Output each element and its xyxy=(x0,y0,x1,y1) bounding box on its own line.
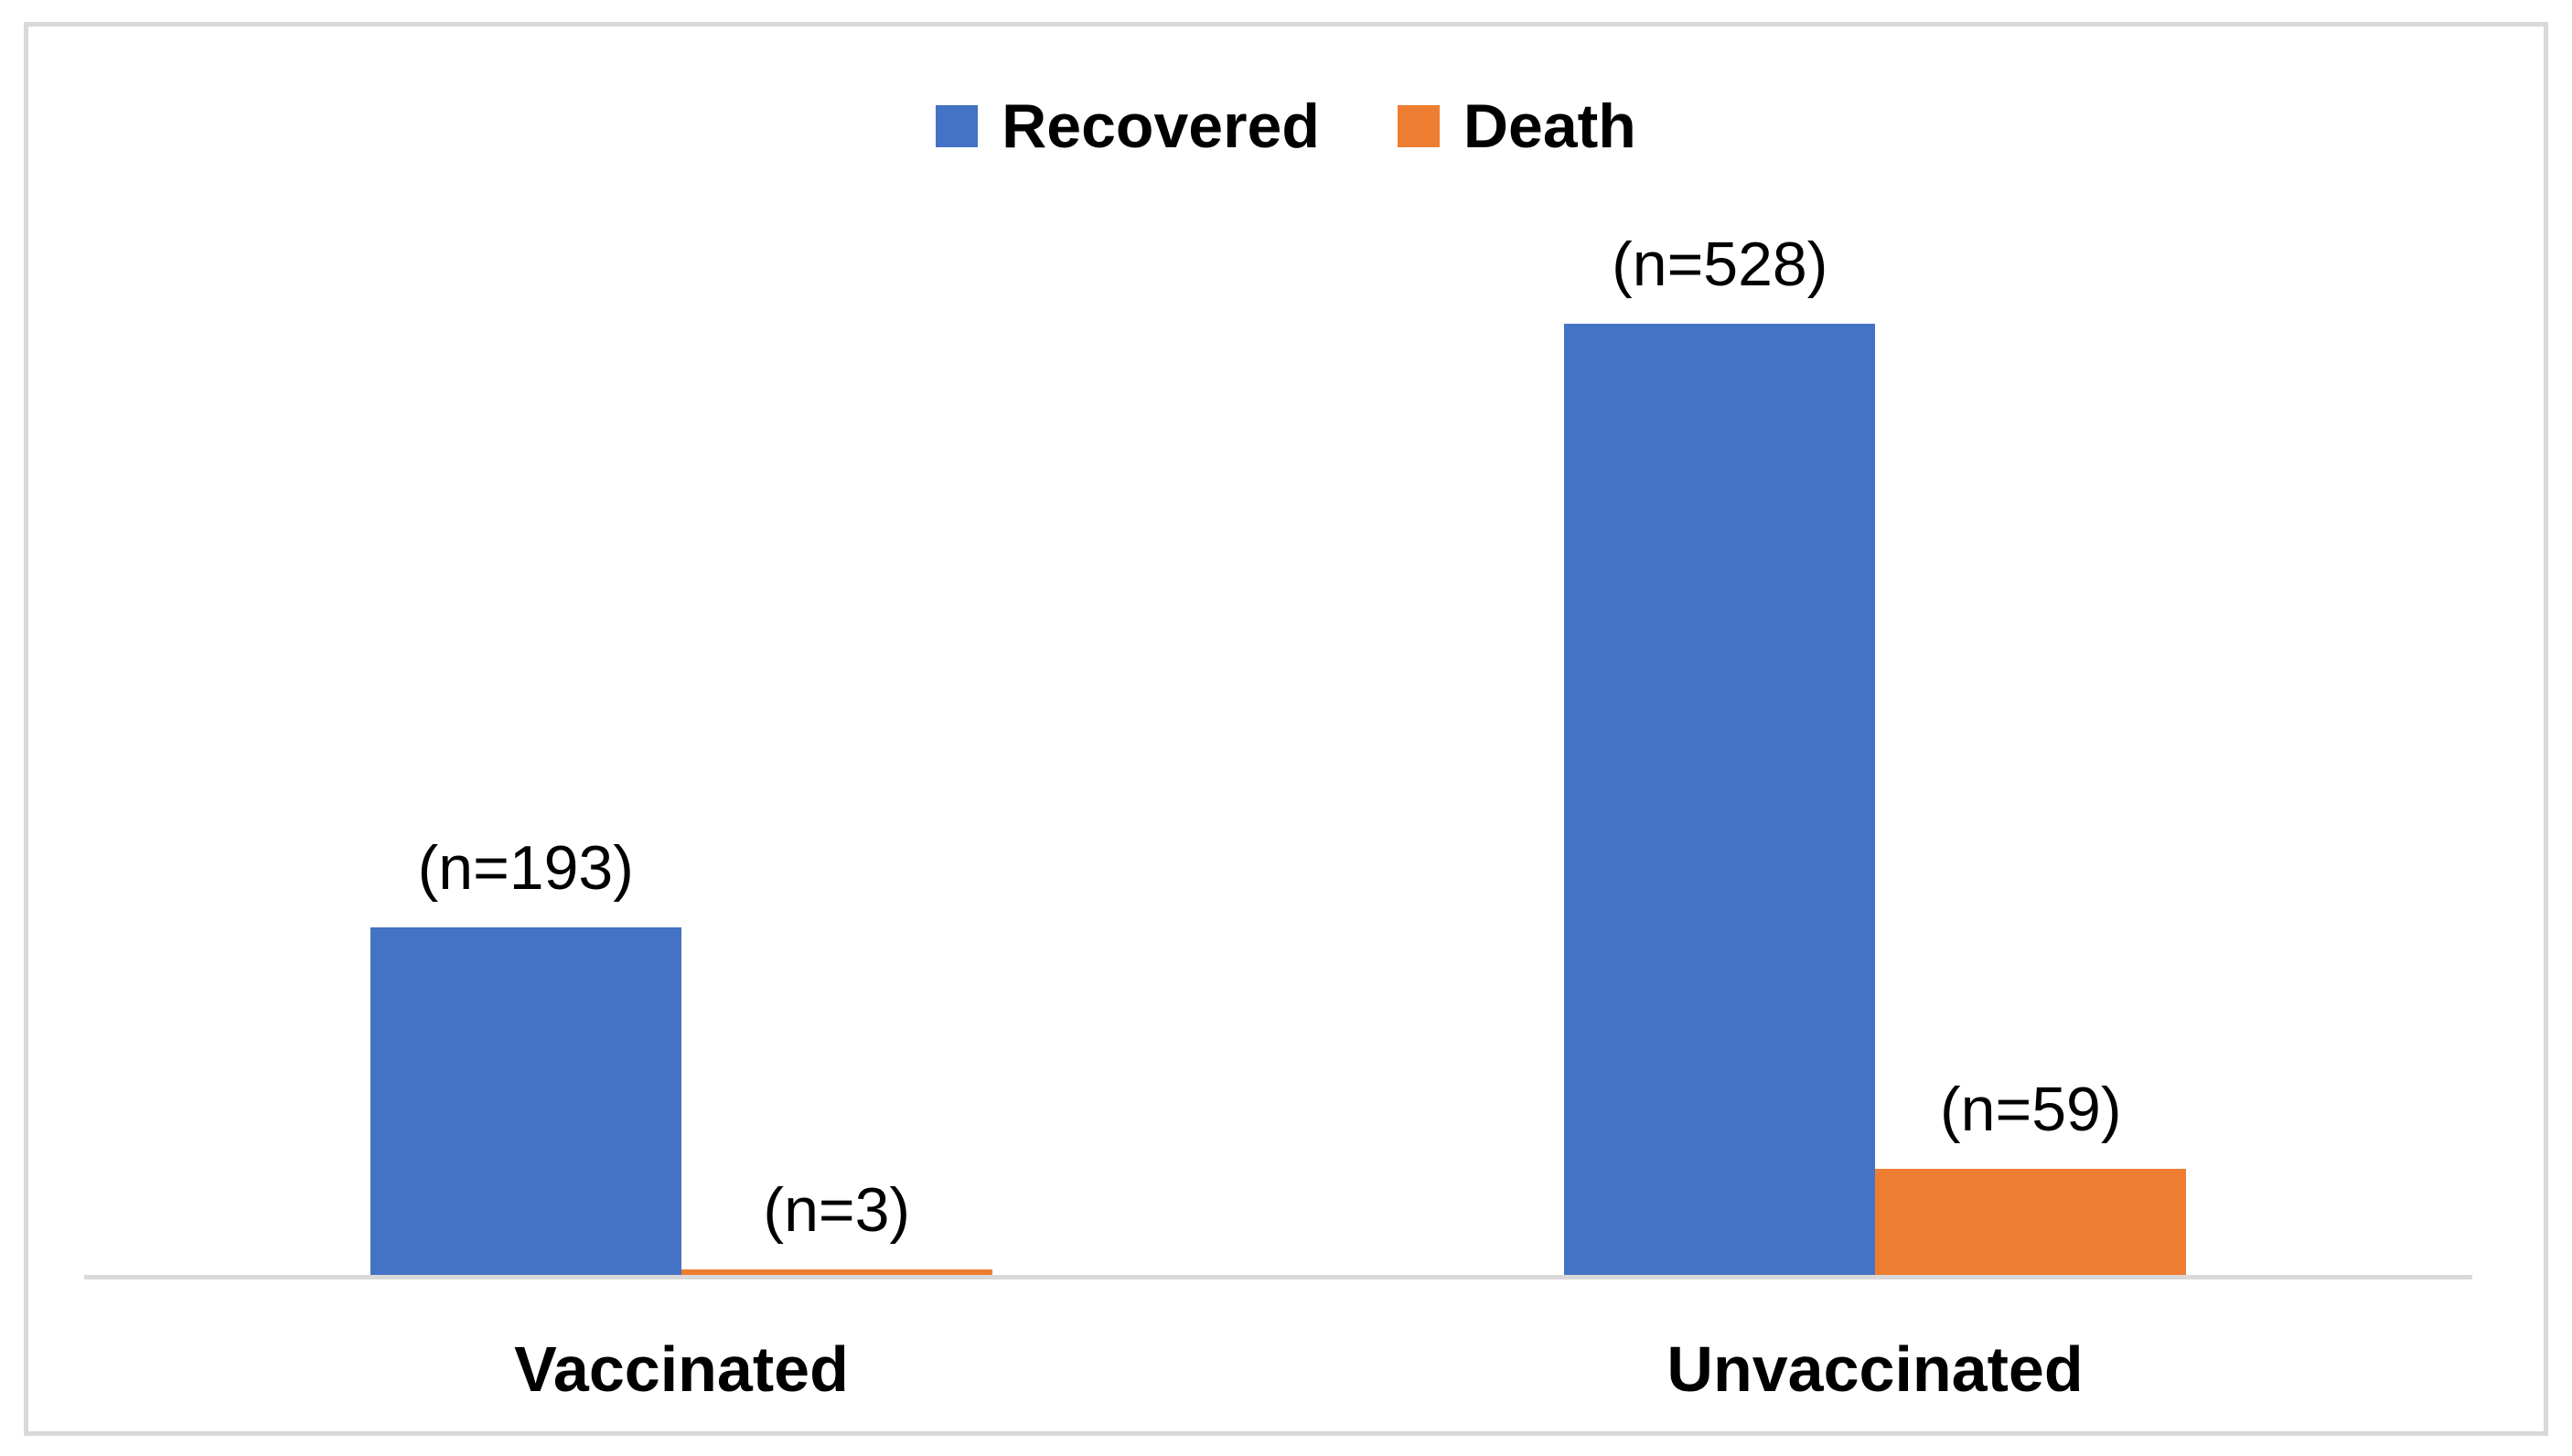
legend-label-recovered: Recovered xyxy=(1002,91,1320,161)
data-label-recovered-vaccinated: (n=193) xyxy=(417,833,634,903)
x-axis-line xyxy=(84,1275,2472,1279)
legend-swatch-recovered-icon xyxy=(936,105,979,147)
legend-swatch-death-icon xyxy=(1397,105,1440,147)
bar-recovered-unvaccinated xyxy=(1564,324,1876,1275)
legend: Recovered Death xyxy=(0,95,2572,157)
legend-label-death: Death xyxy=(1463,91,1636,161)
bar-death-vaccinated xyxy=(681,1269,992,1275)
data-label-death-unvaccinated: (n=59) xyxy=(1940,1075,2122,1144)
category-label-unvaccinated: Unvaccinated xyxy=(1666,1333,2084,1405)
chart-border xyxy=(24,22,2548,1436)
legend-item-recovered: Recovered xyxy=(936,95,1320,157)
bar-recovered-vaccinated xyxy=(370,927,681,1275)
data-label-recovered-unvaccinated: (n=528) xyxy=(1612,230,1828,299)
legend-item-death: Death xyxy=(1397,91,1636,161)
category-label-vaccinated: Vaccinated xyxy=(514,1333,849,1405)
bar-death-unvaccinated xyxy=(1875,1169,2187,1275)
data-label-death-vaccinated: (n=3) xyxy=(763,1175,911,1245)
